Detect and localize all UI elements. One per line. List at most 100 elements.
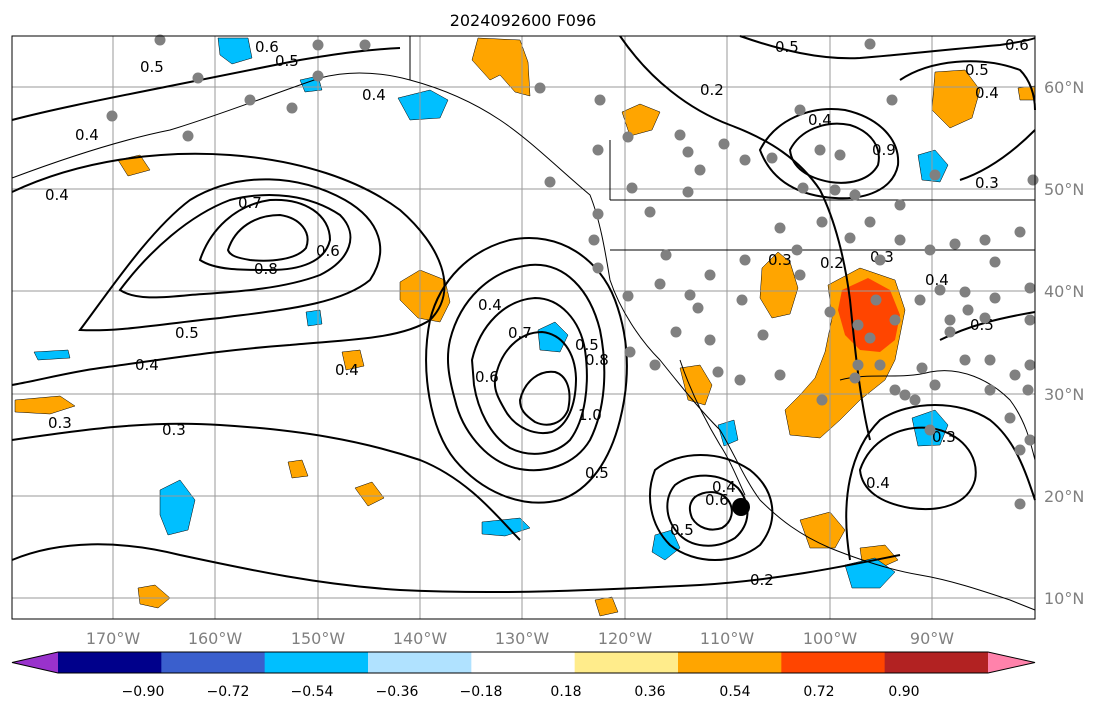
station-dot (244, 94, 256, 106)
station-dot (1009, 369, 1021, 381)
station-dot (359, 39, 371, 51)
contour-label: 0.5 (965, 61, 989, 79)
orange-patch-hawaii (137, 584, 171, 609)
station-dot (1014, 444, 1026, 456)
contour-label: 0.5 (140, 58, 164, 76)
colorbar-tick: 0.90 (888, 684, 919, 700)
station-dot (182, 130, 194, 142)
contour-label: 0.6 (475, 368, 499, 386)
station-dot (694, 164, 706, 176)
station-dot (534, 82, 546, 94)
station-dot (622, 290, 634, 302)
contour-label: 0.5 (275, 52, 299, 70)
lon-tick: 150°W (291, 629, 346, 648)
contour-label: 0.4 (75, 126, 99, 144)
contour-label: 0.5 (175, 324, 199, 342)
station-dot (870, 294, 882, 306)
contour-label: 0.2 (700, 81, 724, 99)
contour-label: 0.4 (362, 86, 386, 104)
station-dot (894, 199, 906, 211)
station-dot (774, 369, 786, 381)
station-dot (959, 286, 971, 298)
colorbar-segment (264, 652, 369, 673)
station-dot (1024, 314, 1036, 326)
contour-label: 0.4 (712, 478, 736, 496)
lat-tick: 30°N (1044, 385, 1084, 404)
station-dot (1004, 412, 1016, 424)
station-dot (192, 72, 204, 84)
contour-label: 0.4 (975, 84, 999, 102)
orange-patch-small-3 (287, 459, 309, 479)
station-dot (654, 278, 666, 290)
contour-label: 0.4 (925, 271, 949, 289)
station-dot (844, 232, 856, 244)
station-dot (849, 189, 861, 201)
colorbar-extend-max (988, 652, 1035, 673)
station-dot (889, 384, 901, 396)
graticule (12, 36, 1035, 619)
orange-patch-colorado (759, 251, 799, 319)
blue-patch-alaska (217, 37, 253, 65)
map-border (11, 35, 1036, 620)
station-dot (704, 269, 716, 281)
contour-label: 0.6 (255, 38, 279, 56)
station-dot (849, 372, 861, 384)
colorbar-segment (884, 652, 989, 673)
station-dot (626, 182, 638, 194)
contour-label: 0.9 (872, 141, 896, 159)
lon-tick: 120°W (598, 629, 653, 648)
station-dot (894, 234, 906, 246)
contour-label: 0.4 (808, 111, 832, 129)
station-dot (929, 169, 941, 181)
station-dot (852, 359, 864, 371)
station-dot (814, 144, 826, 156)
lat-tick: 40°N (1044, 282, 1084, 301)
colorbar-tick: 0.72 (803, 684, 834, 700)
contour-label: 0.2 (750, 571, 774, 589)
station-dot (949, 238, 961, 250)
lon-tick: 110°W (700, 629, 755, 648)
blue-patch-pacific-3 (481, 517, 531, 537)
station-dot (899, 389, 911, 401)
contour-label: 0.8 (585, 351, 609, 369)
station-dot (924, 424, 936, 436)
contour-label: 0.4 (478, 296, 502, 314)
colorbar-tick: 0.18 (550, 684, 581, 700)
colorbar-segment (58, 652, 162, 673)
colorbar-segment (781, 652, 886, 673)
station-dot (944, 326, 956, 338)
station-dot (712, 366, 724, 378)
station-dot (734, 374, 746, 386)
station-dot (592, 208, 604, 220)
colorbar-segment (471, 652, 576, 673)
colorbar-tick: −0.18 (460, 684, 503, 700)
station-dot (739, 154, 751, 166)
station-dot (1014, 498, 1026, 510)
station-dot (588, 234, 600, 246)
orange-patch-small-2 (354, 481, 385, 507)
colorbar-tick: −0.72 (207, 684, 250, 700)
colorbar-tick: −0.54 (291, 684, 334, 700)
colorbar-tick-labels: −0.90 −0.72 −0.54 −0.36 −0.18 0.18 0.36 … (122, 684, 920, 700)
station-dot (670, 326, 682, 338)
station-dot (794, 269, 806, 281)
station-dot (874, 359, 886, 371)
contour-label: 0.3 (48, 414, 72, 432)
station-dot (909, 394, 921, 406)
contour-label: 0.6 (316, 242, 340, 260)
station-dot (106, 110, 118, 122)
station-dot (624, 346, 636, 358)
station-dot (979, 312, 991, 324)
station-dot (816, 216, 828, 228)
station-dots (106, 34, 1039, 510)
station-dot (682, 186, 694, 198)
contour-label: 0.6 (1005, 36, 1029, 54)
station-dot (1024, 434, 1036, 446)
station-dot (944, 314, 956, 326)
lat-tick: 60°N (1044, 78, 1084, 97)
blue-patch-small-2 (305, 309, 323, 327)
station-dot (794, 104, 806, 116)
station-dot (916, 362, 928, 374)
colorbar-outline (11, 651, 1036, 674)
colorbar-segment (678, 652, 782, 673)
